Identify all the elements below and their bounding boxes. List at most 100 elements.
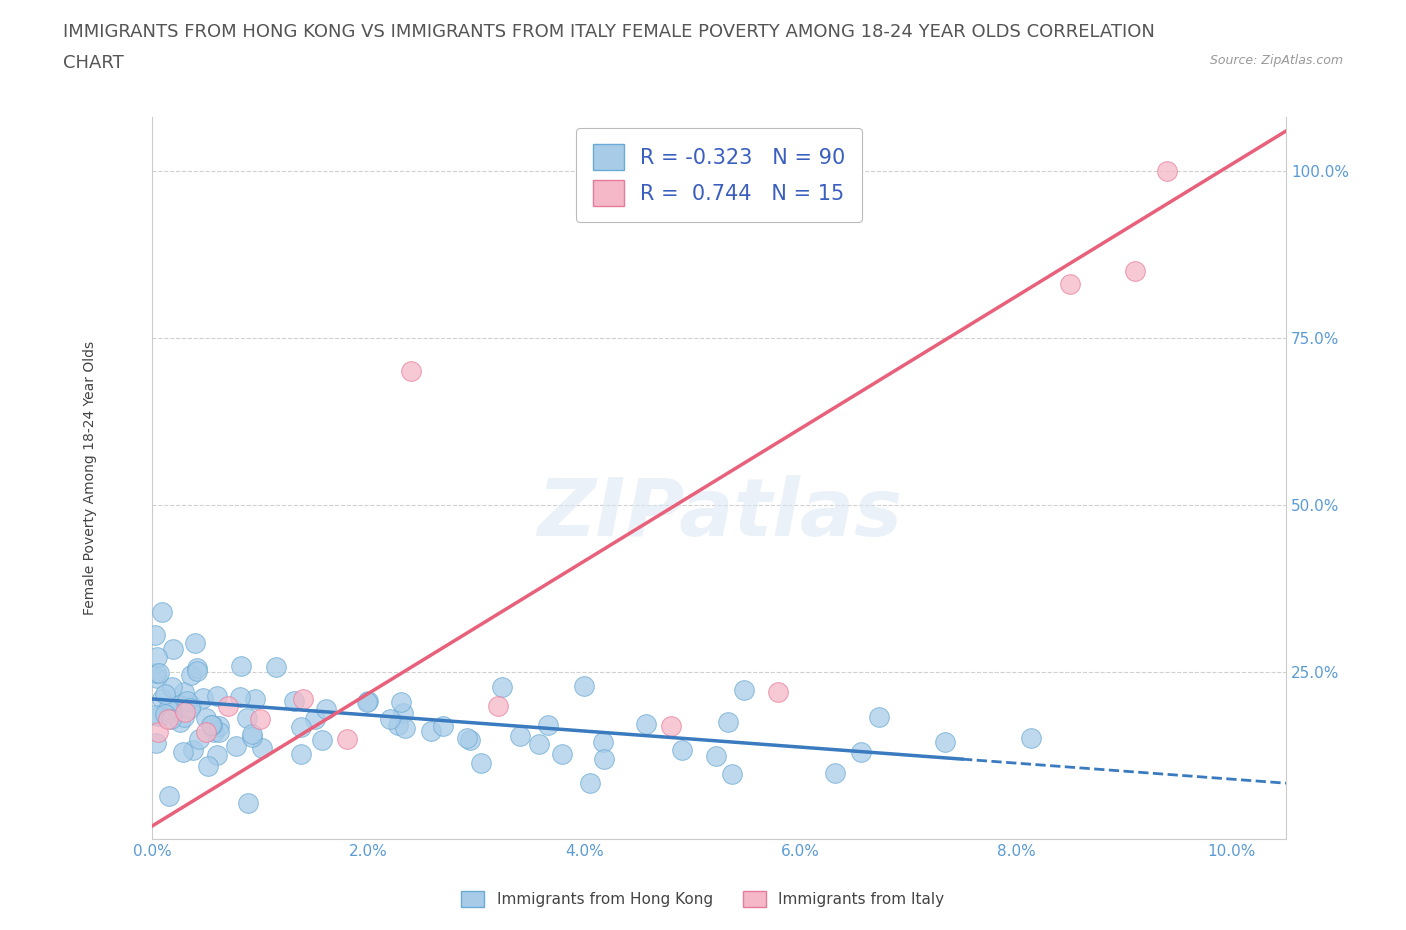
Point [193, 690, 215, 705]
Text: IMMIGRANTS FROM HONG KONG VS IMMIGRANTS FROM ITALY FEMALE POVERTY AMONG 18-24 YE: IMMIGRANTS FROM HONG KONG VS IMMIGRANTS … [63, 23, 1156, 41]
Point [392, 706, 415, 721]
Point [166, 700, 188, 715]
Point [240, 726, 263, 741]
Point [243, 692, 266, 707]
Point [238, 796, 260, 811]
Point [208, 724, 231, 739]
Point [387, 718, 409, 733]
Point [205, 689, 228, 704]
Point [551, 747, 574, 762]
Point [283, 693, 305, 708]
Point [574, 679, 596, 694]
Point [357, 694, 380, 709]
Point [157, 701, 180, 716]
Point [458, 733, 481, 748]
Text: Female Poverty Among 18-24 Year Olds: Female Poverty Among 18-24 Year Olds [83, 341, 97, 616]
Point [200, 718, 222, 733]
Point [420, 724, 443, 739]
Point [173, 710, 195, 724]
Point [153, 707, 176, 722]
Point [315, 701, 337, 716]
Point [186, 663, 208, 678]
Point [578, 776, 600, 790]
Point [529, 737, 551, 751]
Point [157, 789, 180, 804]
Point [593, 751, 616, 766]
Point [240, 730, 263, 745]
Point [733, 683, 755, 698]
Point [717, 714, 740, 729]
Point [264, 659, 287, 674]
Point [195, 724, 218, 739]
Point [470, 756, 492, 771]
Point [768, 684, 790, 699]
Point [155, 687, 177, 702]
Point [184, 635, 207, 650]
Point [290, 747, 312, 762]
Point [169, 714, 191, 729]
Point [208, 718, 231, 733]
Point [934, 735, 956, 750]
Point [160, 711, 183, 726]
Point [157, 711, 180, 726]
Point [180, 698, 202, 712]
Point [311, 733, 333, 748]
Point [146, 671, 169, 685]
Point [152, 692, 174, 707]
Point [173, 684, 195, 699]
Point [180, 668, 202, 683]
Point [145, 665, 167, 680]
Text: CHART: CHART [63, 54, 124, 72]
Point [1123, 263, 1146, 278]
Point [143, 708, 166, 723]
Point [249, 711, 271, 726]
Point [671, 742, 693, 757]
Point [146, 724, 169, 739]
Point [869, 710, 891, 724]
Point [1019, 730, 1042, 745]
Point [195, 711, 218, 725]
Point [592, 735, 614, 750]
Point [292, 692, 315, 707]
Point [231, 658, 253, 673]
Point [304, 711, 326, 726]
Point [432, 718, 454, 733]
Point [290, 719, 312, 734]
Point [146, 649, 169, 664]
Point [148, 709, 170, 724]
Point [849, 745, 872, 760]
Point [176, 693, 198, 708]
Point [173, 705, 195, 720]
Point [1059, 277, 1081, 292]
Point [456, 731, 478, 746]
Text: ZIPatlas: ZIPatlas [537, 475, 901, 553]
Point [207, 748, 229, 763]
Point [167, 698, 190, 712]
Text: Source: ZipAtlas.com: Source: ZipAtlas.com [1209, 54, 1343, 67]
Point [720, 766, 742, 781]
Point [197, 758, 219, 773]
Point [162, 642, 184, 657]
Point [181, 742, 204, 757]
Point [706, 748, 728, 763]
Point [202, 725, 225, 740]
Legend: R = -0.323   N = 90, R =  0.744   N = 15: R = -0.323 N = 90, R = 0.744 N = 15 [576, 127, 862, 222]
Point [186, 660, 208, 675]
Point [179, 701, 201, 716]
Point [1156, 164, 1178, 179]
Point [217, 698, 239, 713]
Point [172, 744, 194, 759]
Point [389, 695, 412, 710]
Point [659, 718, 682, 733]
Point [486, 698, 509, 713]
Point [188, 732, 211, 747]
Point [336, 732, 359, 747]
Point [636, 716, 658, 731]
Point [537, 718, 560, 733]
Point [145, 736, 167, 751]
Point [401, 364, 423, 379]
Point [491, 679, 513, 694]
Point [250, 740, 273, 755]
Point [356, 695, 378, 710]
Point [378, 711, 401, 726]
